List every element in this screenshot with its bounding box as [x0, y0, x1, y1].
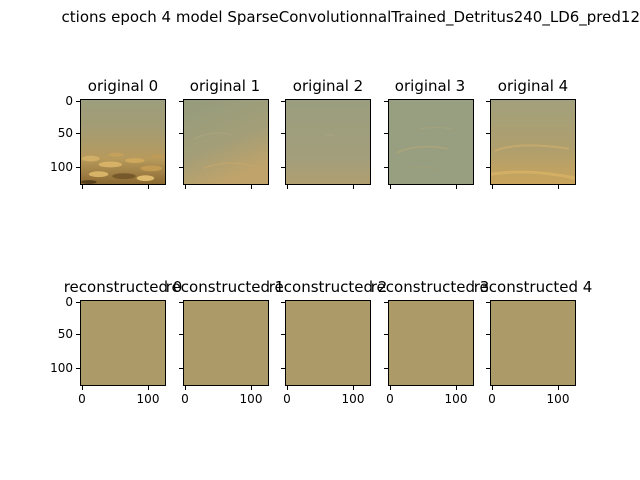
x-tick: [82, 185, 83, 189]
y-tick: [384, 334, 388, 335]
x-tick: [456, 185, 457, 189]
y-tick: [179, 334, 183, 335]
y-tick: [486, 167, 490, 168]
x-tick: [492, 386, 493, 390]
x-tick: [390, 185, 391, 189]
y-tick: [76, 368, 80, 369]
panel-title-reconstructed-2: reconstructed 2: [268, 278, 388, 296]
y-tick: [384, 101, 388, 102]
y-tick: [384, 133, 388, 134]
reconstructed-image-4: [490, 300, 576, 386]
y-tick: [281, 167, 285, 168]
y-tick: [486, 101, 490, 102]
y-tick-label: 0: [65, 295, 73, 309]
x-tick: [148, 185, 149, 189]
reconstructed-image-3: [388, 300, 474, 386]
original-image-2: [285, 99, 371, 185]
x-tick: [82, 386, 83, 390]
panel-title-original-2: original 2: [292, 77, 364, 95]
y-tick: [486, 302, 490, 303]
x-tick: [287, 185, 288, 189]
y-tick: [76, 167, 80, 168]
reconstructed-image-1: [183, 300, 269, 386]
x-tick: [185, 386, 186, 390]
y-tick: [179, 167, 183, 168]
x-tick-label: 100: [136, 392, 160, 406]
y-tick: [384, 368, 388, 369]
x-tick-label: 0: [488, 392, 496, 406]
x-tick: [353, 386, 354, 390]
y-tick: [76, 302, 80, 303]
x-tick: [287, 386, 288, 390]
y-tick: [179, 302, 183, 303]
y-tick: [384, 167, 388, 168]
y-tick: [76, 133, 80, 134]
y-tick: [281, 101, 285, 102]
y-tick: [281, 302, 285, 303]
x-tick-label: 100: [239, 392, 263, 406]
y-tick: [76, 334, 80, 335]
y-tick: [179, 368, 183, 369]
x-tick-label: 0: [386, 392, 394, 406]
y-tick-label: 50: [57, 327, 73, 341]
figure-title: ctions epoch 4 model SparseConvolutionna…: [61, 8, 640, 26]
y-tick-label: 50: [57, 126, 73, 140]
x-tick: [558, 386, 559, 390]
original-image-3: [388, 99, 474, 185]
y-tick: [76, 101, 80, 102]
original-image-4: [490, 99, 576, 185]
original-image-1: [183, 99, 269, 185]
y-tick: [281, 368, 285, 369]
panel-title-reconstructed-4: reconstructed 4: [473, 278, 593, 296]
x-tick: [390, 386, 391, 390]
panel-title-reconstructed-3: reconstructed 3: [370, 278, 490, 296]
y-tick: [179, 133, 183, 134]
y-tick-label: 100: [50, 160, 73, 174]
panel-title-original-4: original 4: [497, 77, 569, 95]
y-tick: [384, 302, 388, 303]
panel-title-reconstructed-1: reconstructed 1: [165, 278, 285, 296]
x-tick: [353, 185, 354, 189]
x-tick-label: 100: [444, 392, 468, 406]
x-tick: [492, 185, 493, 189]
x-tick: [558, 185, 559, 189]
x-tick-label: 100: [546, 392, 570, 406]
y-tick: [179, 101, 183, 102]
panel-title-original-1: original 1: [189, 77, 261, 95]
y-tick-label: 0: [65, 94, 73, 108]
panel-title-reconstructed-0: reconstructed 0: [63, 278, 183, 296]
x-tick-label: 0: [283, 392, 291, 406]
x-tick-label: 100: [341, 392, 365, 406]
panel-title-original-0: original 0: [87, 77, 159, 95]
y-tick: [486, 334, 490, 335]
y-tick: [486, 133, 490, 134]
x-tick: [456, 386, 457, 390]
x-tick: [148, 386, 149, 390]
y-tick: [281, 133, 285, 134]
x-tick-label: 0: [181, 392, 189, 406]
original-image-0: [80, 99, 166, 185]
x-tick-label: 0: [78, 392, 86, 406]
y-tick: [486, 368, 490, 369]
reconstructed-image-0: [80, 300, 166, 386]
panel-title-original-3: original 3: [394, 77, 466, 95]
reconstructed-image-2: [285, 300, 371, 386]
y-tick: [281, 334, 285, 335]
y-tick-label: 100: [50, 361, 73, 375]
x-tick: [251, 386, 252, 390]
x-tick: [185, 185, 186, 189]
x-tick: [251, 185, 252, 189]
